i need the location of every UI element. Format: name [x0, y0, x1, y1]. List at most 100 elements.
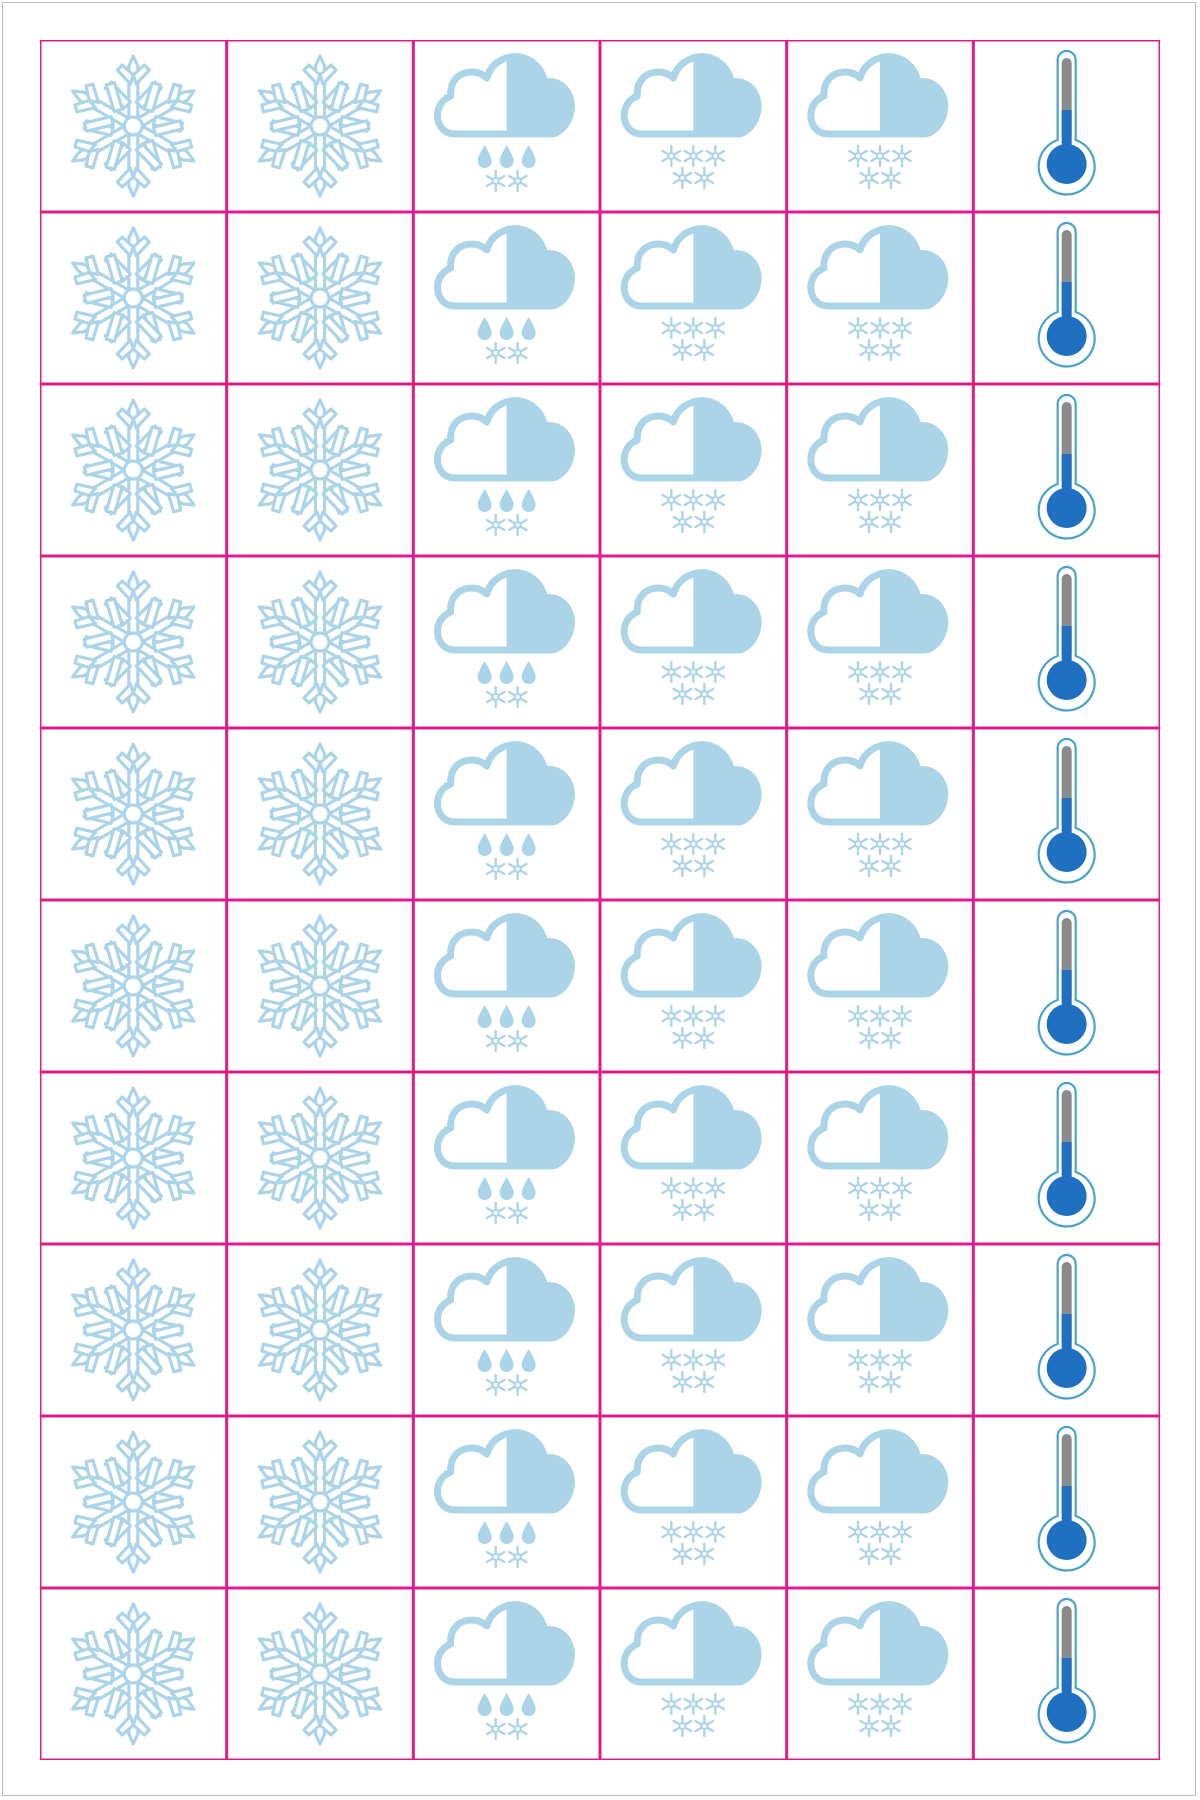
snowflake-icon: [59, 572, 208, 712]
sticker-cell: [811, 229, 945, 360]
sticker-cell: [59, 56, 208, 196]
sticker-cell: [1037, 221, 1096, 368]
sticker-cell: [624, 1261, 758, 1392]
sticker-cell: [59, 1260, 208, 1400]
weather-icon-grid: [40, 40, 1160, 1760]
thermometer-cold-icon: [1037, 909, 1096, 1056]
sticker-cell: [245, 400, 394, 540]
thermometer-cold-icon: [1037, 1081, 1096, 1228]
sticker-cell: [245, 916, 394, 1056]
sticker-cell: [811, 57, 945, 188]
sticker-cell: [438, 57, 572, 191]
cloud-snow-icon: [811, 573, 945, 704]
sticker-cell: [1037, 393, 1096, 540]
sticker-cell: [438, 1261, 572, 1395]
snowflake-icon: [59, 400, 208, 540]
sticker-cell: [438, 573, 572, 707]
sticker-cell: [624, 745, 758, 876]
sticker-cell: [245, 1260, 394, 1400]
sticker-cell: [1037, 1425, 1096, 1572]
thermometer-cold-icon: [1037, 1597, 1096, 1744]
sticker-cell: [624, 1089, 758, 1220]
sticker-cell: [245, 228, 394, 368]
snowflake-icon: [59, 1432, 208, 1572]
sticker-cell: [1037, 1597, 1096, 1744]
thermometer-cold-icon: [1037, 737, 1096, 884]
cloud-sleet-icon: [438, 401, 572, 535]
cloud-snow-icon: [811, 401, 945, 532]
snowflake-icon: [59, 56, 208, 196]
cloud-snow-icon: [624, 573, 758, 704]
sticker-cell: [624, 917, 758, 1048]
cloud-snow-icon: [811, 917, 945, 1048]
sticker-cell: [1037, 737, 1096, 884]
cloud-snow-icon: [811, 1089, 945, 1220]
sticker-cell: [59, 916, 208, 1056]
cloud-snow-icon: [811, 1433, 945, 1564]
sticker-cell: [245, 1604, 394, 1744]
sticker-cell: [811, 401, 945, 532]
cloud-snow-icon: [624, 1605, 758, 1736]
sticker-cell: [1037, 1081, 1096, 1228]
cloud-snow-icon: [624, 1261, 758, 1392]
cloud-sleet-icon: [438, 229, 572, 363]
sticker-cell: [624, 1605, 758, 1736]
sticker-cell: [811, 573, 945, 704]
cloud-sleet-icon: [438, 745, 572, 879]
thermometer-cold-icon: [1037, 1425, 1096, 1572]
sticker-cell: [438, 229, 572, 363]
sticker-cell: [1037, 49, 1096, 196]
snowflake-icon: [245, 572, 394, 712]
cloud-snow-icon: [624, 1089, 758, 1220]
sticker-cell: [811, 917, 945, 1048]
sticker-cell: [59, 1088, 208, 1228]
sticker-cell: [624, 229, 758, 360]
cloud-sleet-icon: [438, 1089, 572, 1223]
cloud-sleet-icon: [438, 917, 572, 1051]
snowflake-icon: [59, 1260, 208, 1400]
cells-layer: [59, 49, 1096, 1744]
sticker-cell: [59, 1604, 208, 1744]
grid-canvas: [40, 40, 1160, 1760]
sticker-cell: [59, 400, 208, 540]
cloud-snow-icon: [624, 917, 758, 1048]
sticker-cell: [1037, 565, 1096, 712]
snowflake-icon: [245, 1260, 394, 1400]
sticker-cell: [438, 917, 572, 1051]
cloud-snow-icon: [811, 229, 945, 360]
cloud-snow-icon: [811, 1261, 945, 1392]
sticker-cell: [438, 745, 572, 879]
sticker-cell: [59, 744, 208, 884]
cloud-sleet-icon: [438, 57, 572, 191]
sticker-cell: [624, 57, 758, 188]
cloud-sleet-icon: [438, 1433, 572, 1567]
cloud-snow-icon: [811, 57, 945, 188]
sticker-cell: [59, 1432, 208, 1572]
sticker-cell: [245, 572, 394, 712]
sticker-cell: [811, 1089, 945, 1220]
sticker-cell: [811, 745, 945, 876]
sticker-cell: [811, 1261, 945, 1392]
snowflake-icon: [245, 56, 394, 196]
snowflake-icon: [59, 1604, 208, 1744]
cloud-sleet-icon: [438, 573, 572, 707]
sticker-cell: [245, 744, 394, 884]
cloud-snow-icon: [811, 1605, 945, 1736]
sticker-cell: [811, 1433, 945, 1564]
sticker-cell: [1037, 909, 1096, 1056]
cloud-snow-icon: [811, 745, 945, 876]
sticker-cell: [1037, 1253, 1096, 1400]
cloud-snow-icon: [624, 1433, 758, 1564]
cloud-snow-icon: [624, 57, 758, 188]
sticker-cell: [811, 1605, 945, 1736]
sticker-cell: [59, 228, 208, 368]
thermometer-cold-icon: [1037, 393, 1096, 540]
sticker-cell: [438, 1433, 572, 1567]
snowflake-icon: [245, 1604, 394, 1744]
sticker-cell: [438, 1605, 572, 1739]
snowflake-icon: [59, 228, 208, 368]
sticker-cell: [438, 1089, 572, 1223]
thermometer-cold-icon: [1037, 565, 1096, 712]
